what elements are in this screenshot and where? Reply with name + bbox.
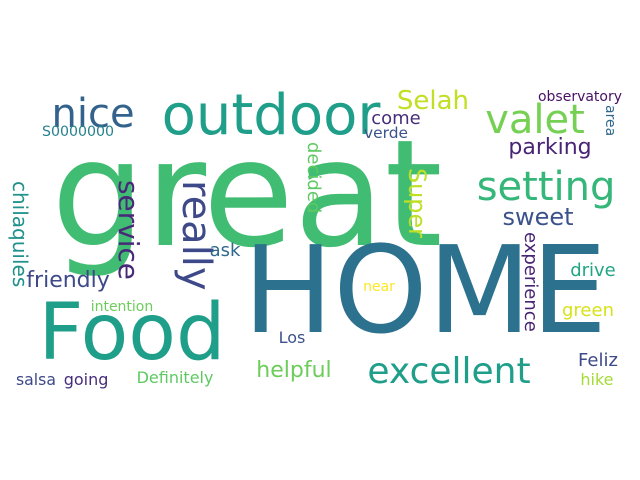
word-setting: setting xyxy=(476,164,616,210)
word-ask: ask xyxy=(209,240,241,261)
word-drive: drive xyxy=(570,260,616,281)
word-going: going xyxy=(63,370,109,389)
word-parking: parking xyxy=(508,135,592,160)
word-area: area xyxy=(602,105,618,137)
word-really: really xyxy=(173,179,219,291)
word-come: come xyxy=(371,108,421,129)
word-food: Food xyxy=(38,288,226,378)
word-valet: valet xyxy=(485,97,585,143)
word-great: great xyxy=(51,108,443,280)
word-nice: nice xyxy=(51,91,135,137)
word-s0000000: S0000000 xyxy=(42,123,114,140)
word-decided: decided xyxy=(303,142,324,214)
word-intention: intention xyxy=(90,299,154,315)
word-excellent: excellent xyxy=(367,351,531,392)
word-outdoor: outdoor xyxy=(161,83,381,148)
word-verde: verde xyxy=(364,124,409,143)
word-selah: Selah xyxy=(396,86,470,116)
word-green: green xyxy=(562,300,614,321)
word-feliz: Feliz xyxy=(578,350,618,371)
word-chilaquiles: chilaquiles xyxy=(8,180,32,288)
word-observatory: observatory xyxy=(538,89,622,105)
word-home: HOME xyxy=(243,222,608,361)
word-experience: experience xyxy=(520,232,541,332)
word-sweet: sweet xyxy=(502,203,574,231)
word-hike: hike xyxy=(580,370,614,389)
word-salsa: salsa xyxy=(16,370,56,390)
word-service: service xyxy=(111,180,145,280)
word-definitely: Definitely xyxy=(136,368,214,387)
word-los: Los xyxy=(278,328,306,347)
word-friendly: friendly xyxy=(26,268,110,293)
word-near: near xyxy=(363,279,395,295)
word-super: Super xyxy=(402,168,431,238)
word-helpful: helpful xyxy=(256,358,332,383)
